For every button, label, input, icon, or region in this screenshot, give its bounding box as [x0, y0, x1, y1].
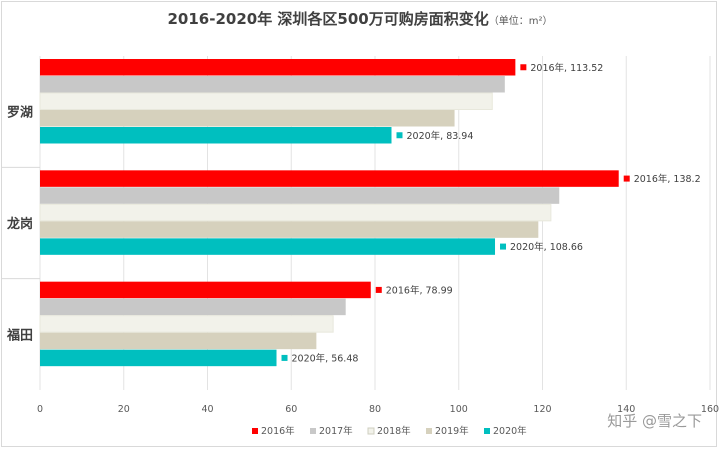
bar	[40, 238, 496, 255]
legend-label: 2018年	[377, 425, 411, 437]
x-tick-label: 0	[37, 404, 43, 415]
legend-swatch	[367, 427, 375, 435]
data-label: 2020年, 108.66	[510, 241, 583, 253]
x-tick-label: 100	[450, 404, 468, 415]
chart-title: 2016-2020年 深圳各区500万可购房面积变化（单位：m²）	[0, 8, 720, 29]
bar	[40, 127, 392, 144]
x-tick-label: 120	[533, 404, 551, 415]
x-tick-label: 160	[701, 404, 719, 415]
legend-label: 2016年	[261, 425, 295, 437]
category-label: 龙岗	[7, 216, 33, 232]
data-label-marker	[375, 286, 382, 293]
x-tick-label: 60	[285, 404, 297, 415]
bar	[40, 298, 346, 316]
bar	[40, 76, 505, 93]
bar	[40, 332, 317, 350]
x-tick-label: 40	[201, 404, 213, 415]
data-label-marker	[500, 243, 507, 250]
bar	[40, 349, 277, 367]
bar	[39, 315, 334, 333]
category-label: 福田	[6, 327, 33, 343]
bar	[40, 281, 371, 299]
bar	[40, 170, 619, 187]
bar	[40, 59, 516, 76]
data-label-marker	[281, 354, 288, 361]
title-text: 2016-2020年 深圳各区500万可购房面积变化	[167, 10, 489, 28]
bar	[40, 187, 560, 204]
bar	[40, 110, 455, 127]
data-label: 2016年, 78.99	[386, 284, 453, 296]
data-label: 2020年, 56.48	[292, 352, 359, 364]
data-label-marker	[520, 64, 527, 71]
legend-swatch	[484, 428, 490, 434]
author-watermark: 知乎 @雪之下	[607, 412, 702, 430]
legend-swatch	[426, 428, 432, 434]
x-tick-label: 20	[118, 404, 130, 415]
bar	[39, 92, 493, 110]
data-label: 2016年, 138.2	[634, 173, 701, 185]
x-tick-label: 80	[369, 404, 381, 415]
legend-label: 2019年	[435, 425, 469, 437]
bar	[40, 221, 539, 238]
legend-swatch	[310, 428, 316, 434]
bar	[39, 203, 552, 222]
title-unit: （单位：m²）	[488, 16, 553, 27]
x-tick-label: 140	[617, 404, 635, 415]
data-label-marker	[623, 175, 630, 182]
data-label: 2016年, 113.52	[530, 62, 603, 74]
legend-swatch	[252, 428, 258, 434]
legend-label: 2017年	[319, 425, 353, 437]
data-label-marker	[396, 132, 403, 139]
legend-label: 2020年	[493, 425, 527, 437]
data-label: 2020年, 83.94	[406, 130, 473, 142]
category-label: 罗湖	[7, 106, 33, 121]
